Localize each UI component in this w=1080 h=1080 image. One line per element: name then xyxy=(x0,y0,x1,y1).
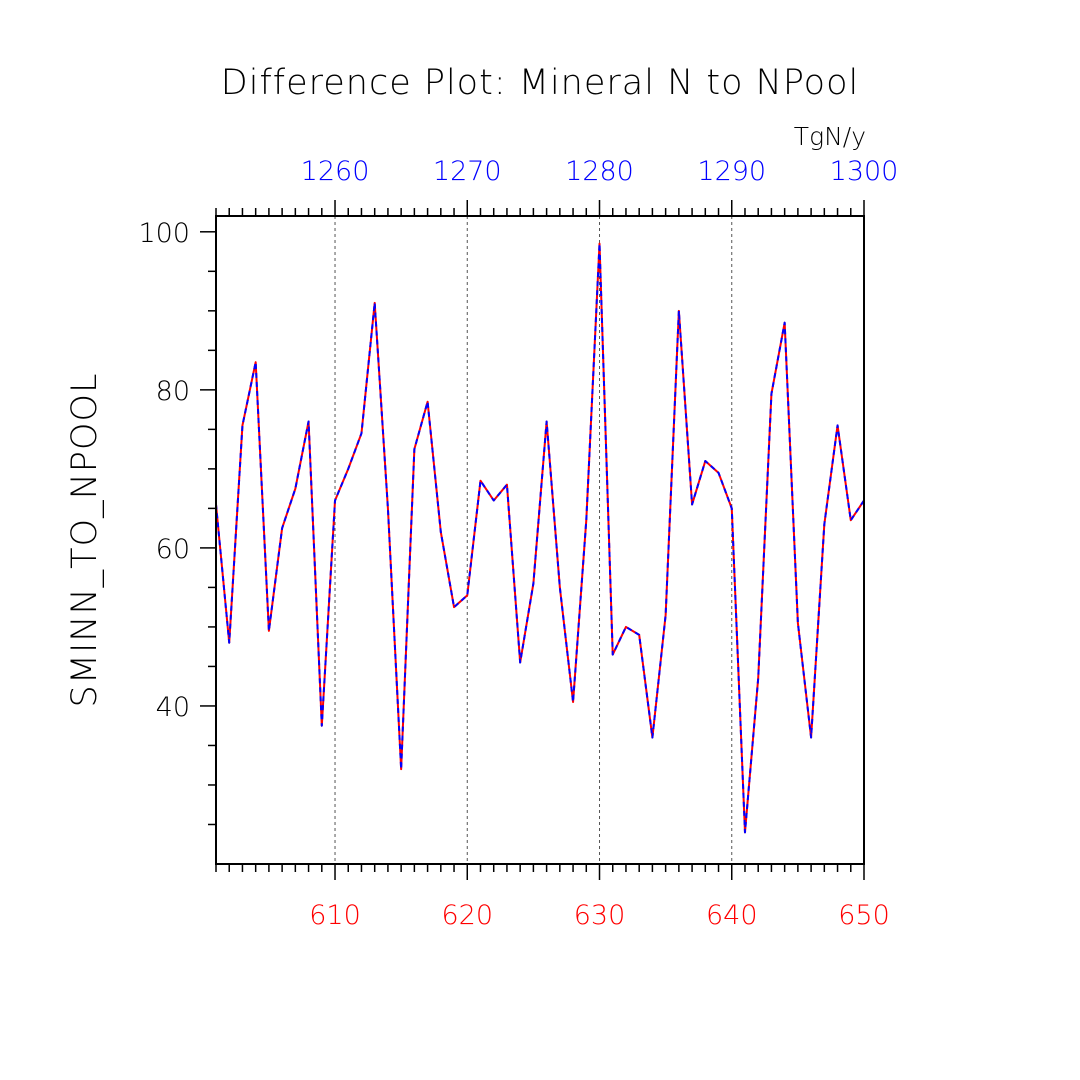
x-top-tick-label: 1290 xyxy=(697,156,766,187)
x-top-tick-label: 1270 xyxy=(433,156,502,187)
x-bottom-tick-label: 630 xyxy=(574,900,626,931)
y-tick-label: 60 xyxy=(156,534,190,565)
x-bottom-tick-label: 640 xyxy=(706,900,758,931)
x-top-tick-label: 1280 xyxy=(565,156,634,187)
x-bottom-tick-label: 620 xyxy=(441,900,493,931)
x-bottom-tick-label: 650 xyxy=(838,900,890,931)
axis-tick-labels: 40 60 80 100 610 620 630 640 650 1260 1270 1280 1290… xyxy=(138,156,898,931)
x-bottom-tick-label: 610 xyxy=(309,900,361,931)
y-tick-label: 80 xyxy=(156,376,190,407)
grid-lines xyxy=(334,216,733,864)
axis-ticks xyxy=(200,200,865,880)
plot-frame xyxy=(215,215,865,865)
units-label: TgN/y xyxy=(794,122,866,151)
y-axis-label: SMINN_TO_NPOOL xyxy=(65,373,105,708)
x-top-tick-label: 1260 xyxy=(301,156,370,187)
x-top-tick-label: 1300 xyxy=(830,156,899,187)
y-tick-label: 40 xyxy=(156,692,190,723)
chart-title: Difference Plot: Mineral N to NPool xyxy=(221,63,859,103)
series-line-2 xyxy=(215,242,865,834)
data-series xyxy=(215,242,865,834)
y-tick-label: 100 xyxy=(138,218,190,249)
